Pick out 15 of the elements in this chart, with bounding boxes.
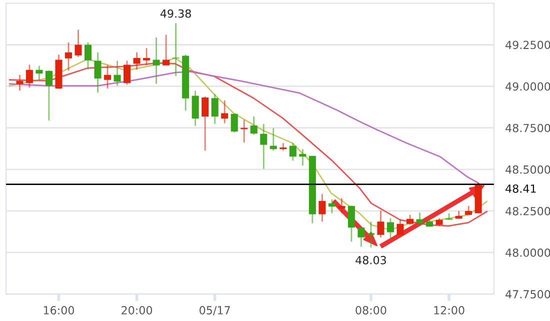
ref-line-label: 48.41	[506, 184, 536, 193]
y-tick-label: 49.0000	[506, 82, 550, 91]
y-tick-label: 47.7500	[506, 290, 550, 298]
x-tick-label: 05/17	[200, 306, 230, 316]
y-tick-label: 48.7500	[506, 124, 550, 132]
x-tick-label: 12:00	[434, 306, 464, 314]
y-tick-label: 48.2500	[506, 206, 550, 216]
y-tick-label: 48.0000	[506, 248, 550, 257]
x-tick-label: 08:00	[356, 306, 386, 314]
annotation: 48.03	[356, 256, 386, 264]
annotation: 49.38	[160, 9, 191, 18]
y-tick-label: 48.5000	[506, 165, 550, 174]
x-tick-label: 16:00	[44, 306, 74, 314]
y-tick-label: 49.2500	[506, 40, 550, 50]
x-tick-label: 20:00	[122, 306, 152, 314]
